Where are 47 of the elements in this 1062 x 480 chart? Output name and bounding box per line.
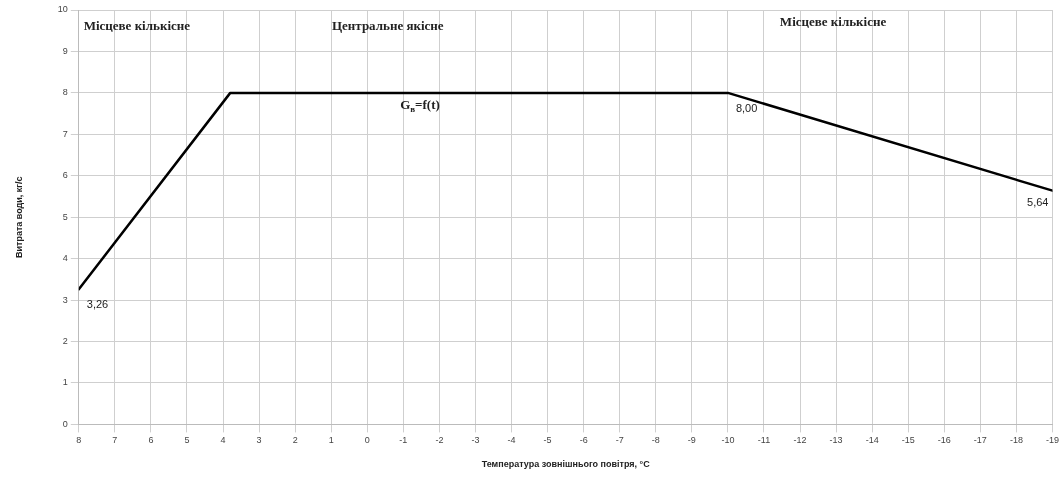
y-tick-label: 7 (62, 128, 68, 139)
x-tick-label: -15 (901, 435, 915, 446)
x-tick-label: -5 (543, 435, 552, 446)
y-tick-label: 5 (62, 211, 68, 222)
x-tick-label: -7 (615, 435, 624, 446)
x-tick-label: 1 (328, 435, 334, 446)
x-tick-label: -17 (973, 435, 987, 446)
annotation: Місцеве кількісне (83, 17, 191, 33)
annotation: Центральне якісне (331, 17, 444, 33)
y-tick-label: 0 (62, 418, 68, 429)
x-tick-label: 0 (364, 435, 370, 446)
x-tick-label: -16 (937, 435, 951, 446)
y-tick-label: 1 (62, 377, 68, 388)
x-axis-title: Температура зовнішнього повітря, °С (481, 459, 651, 470)
x-tick-label: -12 (793, 435, 807, 446)
x-tick-label: -8 (651, 435, 660, 446)
x-tick-label: 3 (256, 435, 262, 446)
x-tick-label: 6 (148, 435, 154, 446)
x-tick-label: -6 (579, 435, 588, 446)
x-tick-label: -19 (1045, 435, 1059, 446)
x-tick-label: -10 (721, 435, 735, 446)
x-tick-label: -18 (1009, 435, 1023, 446)
x-tick-label: -9 (687, 435, 696, 446)
y-tick-label: 10 (57, 4, 68, 15)
x-tick-label: 8 (76, 435, 82, 446)
x-tick-label: -2 (435, 435, 444, 446)
x-tick-label: -3 (471, 435, 480, 446)
x-tick-label: -11 (757, 435, 771, 446)
y-tick-label: 4 (62, 253, 68, 264)
x-tick-label: -1 (399, 435, 408, 446)
x-tick-label: 4 (220, 435, 226, 446)
x-tick-label: 5 (184, 435, 190, 446)
data-label: 3,26 (86, 298, 109, 311)
x-tick-label: -14 (865, 435, 879, 446)
data-label: 8,00 (735, 101, 758, 114)
y-tick-label: 8 (62, 87, 68, 98)
y-tick-label: 3 (62, 294, 68, 305)
y-tick-label: 2 (62, 336, 68, 346)
y-tick-label: 6 (62, 170, 68, 181)
x-tick-label: -13 (829, 435, 843, 446)
x-tick-label: -4 (507, 435, 516, 446)
x-tick-label: 2 (292, 435, 298, 446)
annotation: Місцеве кількісне (779, 13, 887, 29)
y-tick-label: 9 (62, 45, 68, 56)
x-tick-label: 7 (112, 435, 118, 446)
data-label: 5,64 (1027, 195, 1049, 208)
y-axis-title: Витрата води, кг/с (13, 176, 24, 259)
